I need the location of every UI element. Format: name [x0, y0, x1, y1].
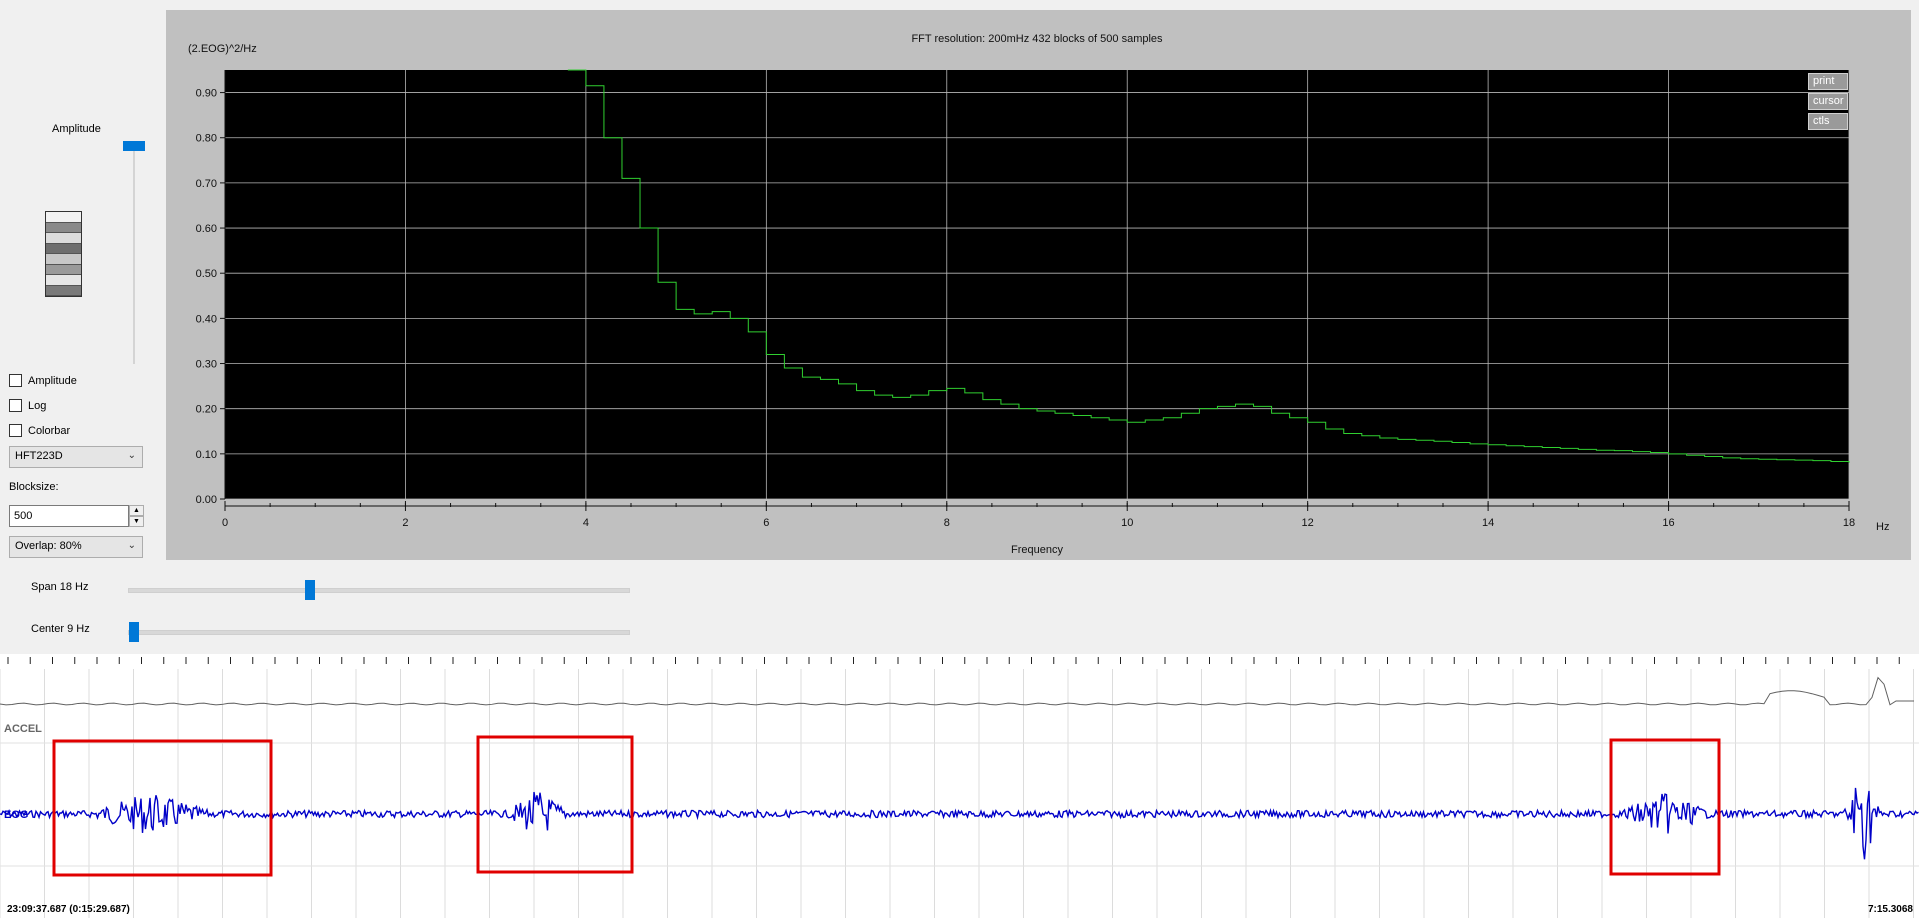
highlight-box-2 [476, 735, 634, 874]
highlight-box-1 [52, 739, 273, 877]
x-tick-label: 2 [402, 517, 408, 529]
amplitude-checkbox[interactable]: Amplitude [9, 374, 77, 387]
center-slider-thumb[interactable] [129, 622, 139, 642]
x-tick-label: 8 [944, 517, 950, 529]
start-timestamp: 23:09:37.687 (0:15:29.687) [7, 904, 130, 915]
print-button[interactable]: print [1808, 73, 1848, 90]
x-axis-label: Frequency [1011, 544, 1063, 556]
ctls-button[interactable]: ctls [1808, 113, 1848, 130]
cursor-button[interactable]: cursor [1808, 93, 1848, 110]
trace-strip: ACCEL EOG [0, 654, 1919, 918]
chart-title: FFT resolution: 200mHz 432 blocks of 500… [911, 33, 1163, 45]
x-axis-unit: Hz [1876, 521, 1889, 533]
y-tick-label: 0.00 [196, 494, 217, 506]
overlap-select[interactable]: Overlap: 80% ⌄ [9, 536, 143, 558]
x-tick-label: 14 [1482, 517, 1494, 529]
chevron-down-icon: ⌄ [127, 450, 136, 461]
spectrum-chart: FFT resolution: 200mHz 432 blocks of 500… [188, 33, 1889, 556]
accel-channel-label: ACCEL [4, 723, 42, 735]
blocksize-increment-button[interactable]: ▲ [129, 505, 144, 516]
window-function-value: HFT223D [15, 450, 63, 462]
x-tick-label: 0 [222, 517, 228, 529]
y-tick-label: 0.20 [196, 404, 217, 416]
y-axis-label: (2.EOG)^2/Hz [188, 43, 257, 55]
x-tick-label: 6 [763, 517, 769, 529]
chevron-down-icon: ⌄ [127, 540, 136, 551]
x-tick-label: 4 [583, 517, 589, 529]
log-checkbox[interactable]: Log [9, 399, 46, 412]
blocksize-input[interactable] [9, 505, 129, 527]
span-slider-track[interactable] [128, 588, 630, 593]
x-tick-label: 12 [1302, 517, 1314, 529]
span-slider-label: Span 18 Hz [31, 581, 89, 593]
eog-trace [0, 787, 1919, 860]
highlight-box-3 [1609, 738, 1721, 876]
log-checkbox-label: Log [28, 399, 47, 412]
span-slider-thumb[interactable] [305, 580, 315, 600]
amplitude-slider-label: Amplitude [52, 123, 101, 135]
x-tick-label: 18 [1843, 517, 1855, 529]
plot-area [225, 70, 1849, 499]
center-slider-label: Center 9 Hz [31, 623, 90, 635]
colorbar-checkbox[interactable]: Colorbar [9, 424, 70, 437]
y-tick-label: 0.60 [196, 223, 217, 235]
y-tick-label: 0.10 [196, 449, 217, 461]
x-tick-label: 16 [1662, 517, 1674, 529]
y-tick-label: 0.30 [196, 359, 217, 371]
spectrum-series-line [567, 69, 1850, 463]
eog-channel-label: EOG [4, 809, 28, 821]
end-timestamp: 7:15.3068 [1867, 904, 1913, 915]
colorbar-preview [45, 211, 82, 297]
amplitude-slider-track[interactable] [133, 142, 135, 364]
spectrum-chart-panel: FFT resolution: 200mHz 432 blocks of 500… [166, 10, 1911, 560]
amplitude-checkbox-label: Amplitude [28, 374, 77, 387]
y-tick-label: 0.70 [196, 178, 217, 190]
overlap-value: Overlap: 80% [15, 540, 82, 552]
center-slider-track[interactable] [128, 630, 630, 635]
amplitude-slider-thumb[interactable] [123, 141, 145, 151]
accel-trace [0, 676, 1914, 706]
y-tick-label: 0.50 [196, 268, 217, 280]
blocksize-label: Blocksize: [9, 481, 59, 493]
colorbar-checkbox-label: Colorbar [28, 424, 71, 437]
y-tick-label: 0.40 [196, 313, 217, 325]
colorbar-checkbox-box[interactable] [9, 424, 22, 437]
y-tick-label: 0.90 [196, 88, 217, 100]
window-function-select[interactable]: HFT223D ⌄ [9, 446, 143, 468]
x-tick-label: 10 [1121, 517, 1133, 529]
amplitude-checkbox-box[interactable] [9, 374, 22, 387]
y-tick-label: 0.80 [196, 133, 217, 145]
blocksize-decrement-button[interactable]: ▼ [129, 516, 144, 527]
log-checkbox-box[interactable] [9, 399, 22, 412]
